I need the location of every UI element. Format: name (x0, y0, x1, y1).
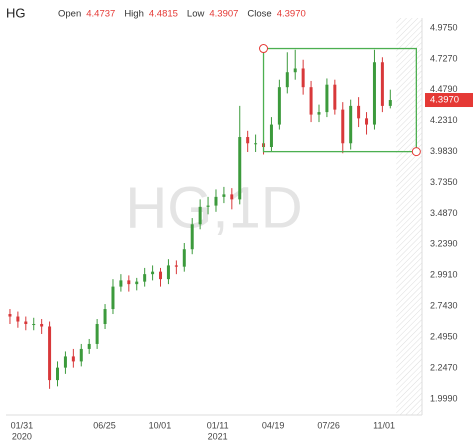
candle-body (56, 367, 60, 381)
candle-body (269, 124, 273, 148)
candle-body (317, 112, 321, 115)
range-rectangle (262, 47, 417, 153)
candle-body (8, 314, 12, 317)
candle-body (380, 62, 384, 106)
ohlc-value: 4.3970 (277, 9, 306, 20)
candle-body (182, 249, 186, 267)
y-tick-label: 3.7350 (430, 177, 458, 187)
rectangle-handle (259, 44, 269, 54)
symbol: HG (6, 5, 26, 20)
candle-body (95, 324, 99, 344)
candle-body (166, 265, 170, 280)
candle-body (135, 281, 139, 285)
ohlc-label: Open (58, 9, 81, 20)
y-tick-label: 2.4950 (430, 331, 458, 341)
x-tick-label: 11/01 (373, 420, 395, 430)
candle-body (365, 118, 369, 125)
ohlc-value: 4.4737 (86, 9, 115, 20)
candle-body (301, 68, 305, 88)
candle-body (357, 105, 361, 119)
candle-body (230, 194, 234, 200)
candle-body (349, 105, 353, 144)
y-tick-label: 2.7430 (430, 301, 458, 311)
candle-body (388, 100, 392, 106)
watermark: HG,1D (125, 175, 302, 240)
y-tick-label: 2.9910 (430, 270, 458, 280)
candle-body (40, 324, 44, 327)
candle-body (372, 62, 376, 125)
candle-body (206, 205, 210, 207)
candle-body (32, 324, 36, 326)
candle-body (285, 72, 289, 88)
x-tick-label: 01/11 (207, 420, 229, 430)
candle-body (325, 84, 329, 113)
y-tick-label: 3.4870 (430, 208, 458, 218)
y-tick-label: 4.9750 (430, 22, 458, 32)
x-tick-label: 01/31 (11, 420, 34, 430)
future-zone (396, 18, 422, 415)
year-label: 2021 (208, 431, 228, 441)
ohlc-value: 4.4815 (149, 9, 178, 20)
ohlc-label: Low (187, 9, 205, 20)
candle-body (103, 309, 107, 325)
x-tick-label: 10/01 (149, 420, 172, 430)
candle-body (87, 343, 91, 349)
y-tick-label: 1.9990 (430, 393, 458, 403)
y-tick-label: 4.2310 (430, 115, 458, 125)
candle-body (79, 348, 83, 362)
candle-body (293, 68, 297, 73)
y-tick-label: 3.2390 (430, 239, 458, 249)
price-tag (425, 93, 473, 108)
candle-body (16, 316, 20, 322)
ohlc-header: Open 4.4737 High 4.4815 Low 4.3907 Close 4.3970 (58, 9, 306, 20)
candle-body (198, 206, 202, 225)
candle-body (127, 280, 131, 285)
candle-body (111, 286, 115, 310)
candle-body (143, 274, 147, 282)
candle-body (341, 109, 345, 144)
y-tick-label: 4.7270 (430, 53, 458, 63)
candle-body (63, 356, 67, 368)
candle-body (71, 356, 75, 362)
x-tick-label: 07/26 (317, 420, 340, 430)
candle-body (174, 265, 178, 267)
y-tick-label: 2.2470 (430, 362, 458, 372)
candle-body (333, 84, 337, 110)
candle-body (277, 87, 281, 125)
candle-body (238, 137, 242, 200)
price-tag-label: 4.3970 (430, 95, 459, 106)
year-label: 2020 (12, 431, 32, 441)
candle-body (214, 196, 218, 206)
candle-body (309, 87, 313, 115)
candle-body (119, 280, 123, 287)
ohlc-label: High (124, 9, 144, 20)
candle-body (190, 224, 194, 250)
x-tick-label: 04/19 (262, 420, 285, 430)
candle-body (254, 143, 258, 145)
y-tick-label: 4.4790 (430, 84, 458, 94)
candle-body (222, 194, 226, 197)
rectangle-handle (411, 147, 421, 157)
candle-body (151, 271, 155, 275)
candle-body (24, 321, 28, 325)
ohlc-label: Close (247, 9, 271, 20)
candle-body (48, 326, 52, 381)
ohlc-value: 4.3907 (209, 9, 238, 20)
candle-body (246, 137, 250, 144)
x-tick-label: 06/25 (93, 420, 116, 430)
candle-body (159, 271, 163, 280)
y-tick-label: 3.9830 (430, 146, 458, 156)
